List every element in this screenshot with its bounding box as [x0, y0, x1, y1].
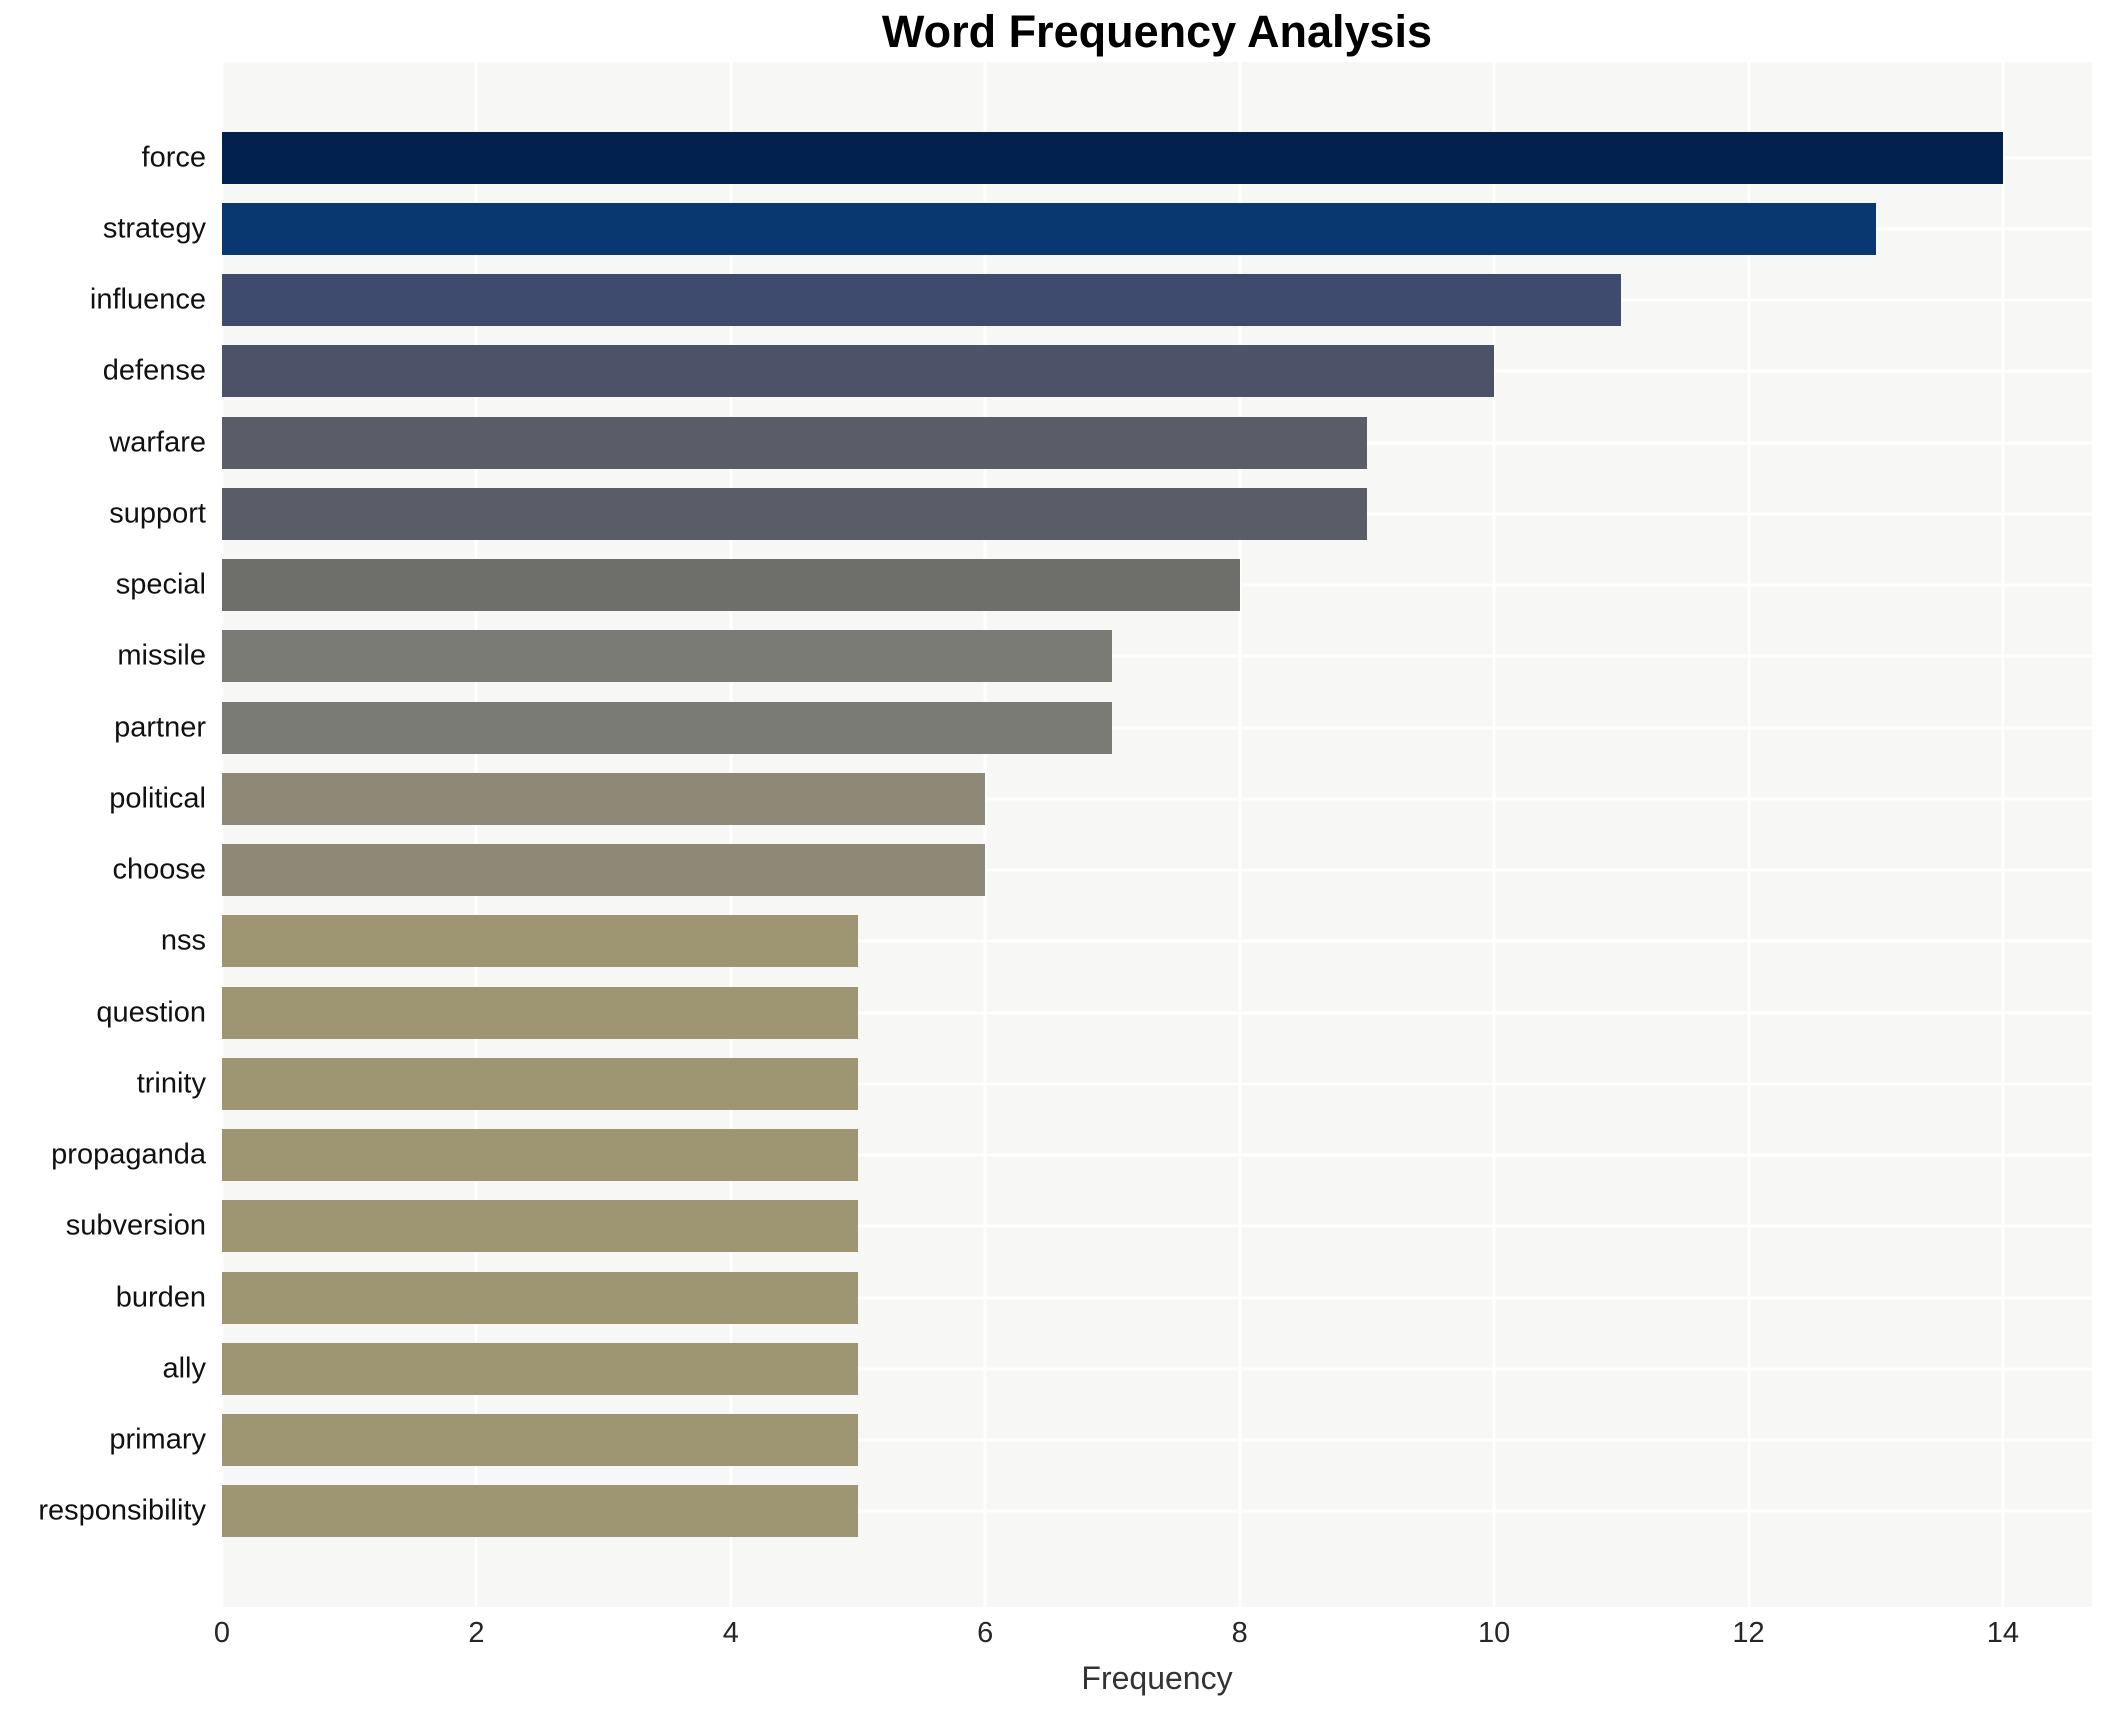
category-label: partner — [114, 711, 206, 744]
bar — [222, 1342, 859, 1395]
x-tick-label: 12 — [1732, 1617, 1765, 1649]
category-label: ally — [162, 1352, 206, 1385]
x-tick-label: 4 — [722, 1617, 739, 1649]
bar-row: burden — [116, 1262, 2092, 1333]
bar-row: missile — [117, 621, 2092, 692]
category-label: defense — [102, 354, 206, 387]
gridline-horizontal — [222, 1438, 2092, 1442]
category-label: primary — [109, 1423, 206, 1456]
gridline-horizontal — [222, 1082, 2092, 1086]
x-axis-ticks: 0 2 4 6 8 10 12 14 — [214, 1617, 2092, 1657]
gridline-horizontal — [222, 1153, 2092, 1157]
chart-title: Word Frequency Analysis — [881, 6, 1433, 57]
bar-row: primary — [109, 1405, 2092, 1476]
bar-row: choose — [112, 835, 2092, 906]
category-label: support — [109, 497, 206, 530]
gridline-vertical — [983, 62, 987, 1607]
gridline-horizontal — [222, 939, 2092, 943]
category-label: burden — [115, 1281, 206, 1314]
bar-row: political — [109, 763, 2092, 834]
bar — [222, 1200, 859, 1253]
bar — [222, 274, 1622, 327]
x-tick-label: 10 — [1477, 1617, 1511, 1649]
bar — [222, 1414, 859, 1467]
x-tick-label: 14 — [1986, 1617, 2020, 1649]
bar — [222, 131, 2003, 184]
bar-row: defense — [103, 336, 2092, 407]
bar-row: support — [109, 478, 2092, 549]
bar — [222, 915, 859, 968]
x-tick-label: 6 — [977, 1617, 994, 1649]
gridline-vertical — [1492, 62, 1496, 1607]
category-label: propaganda — [51, 1138, 206, 1171]
bar-row: influence — [90, 265, 2092, 336]
bar — [222, 487, 1367, 540]
bar — [222, 1129, 859, 1182]
category-label: subversion — [65, 1209, 206, 1242]
bar-row: subversion — [66, 1191, 2092, 1262]
bar-row: ally — [162, 1333, 2092, 1404]
bar — [222, 559, 1240, 612]
category-label: special — [115, 568, 206, 601]
bar-row: nss — [161, 906, 2092, 977]
bar — [222, 701, 1113, 754]
bar — [222, 772, 986, 825]
category-label: warfare — [109, 426, 206, 459]
category-label: strategy — [102, 212, 206, 245]
gridline-horizontal — [222, 868, 2092, 872]
bar-row: propaganda — [51, 1120, 2092, 1191]
gridline-vertical — [474, 62, 478, 1607]
gridline-horizontal — [222, 1367, 2092, 1371]
bar — [222, 1057, 859, 1110]
bar — [222, 630, 1113, 683]
gridline-horizontal — [222, 654, 2092, 658]
category-label: question — [96, 996, 206, 1029]
bar-row: trinity — [137, 1048, 2092, 1119]
gridline-vertical — [1747, 62, 1751, 1607]
bar — [222, 202, 1876, 255]
bar-row: strategy — [103, 193, 2092, 264]
x-tick-label: 0 — [213, 1617, 231, 1649]
bar — [222, 416, 1367, 469]
gridline-horizontal — [222, 797, 2092, 801]
bar — [222, 1485, 859, 1538]
bar-row: question — [96, 977, 2092, 1048]
bar-row: responsibility — [38, 1476, 2092, 1547]
bar-row: partner — [114, 692, 2092, 763]
x-tick-label: 8 — [1231, 1617, 1248, 1649]
gridline-horizontal — [222, 1011, 2092, 1015]
category-label: choose — [112, 853, 206, 886]
bar-row: special — [116, 550, 2092, 621]
x-tick-label: 2 — [468, 1617, 485, 1649]
category-label: force — [141, 141, 206, 174]
category-label: trinity — [136, 1067, 206, 1100]
x-axis-label: Frequency — [1081, 1660, 1233, 1696]
gridline-horizontal — [222, 726, 2092, 730]
bar — [222, 986, 859, 1039]
gridline-horizontal — [222, 1296, 2092, 1300]
gridline-vertical — [2001, 62, 2005, 1607]
bar — [222, 1271, 859, 1324]
plot-area: force strategy influence defense warfare supp… — [38, 62, 2092, 1607]
gridline-vertical — [729, 62, 733, 1607]
bar — [222, 844, 986, 897]
gridline-vertical — [1238, 62, 1242, 1607]
bar-row: force — [142, 122, 2092, 193]
category-label: missile — [117, 639, 206, 672]
bar-rows: force strategy influence defense warfare supp… — [38, 122, 2092, 1547]
gridline-vertical — [220, 62, 224, 1607]
category-label: responsibility — [38, 1494, 206, 1527]
category-label: influence — [89, 283, 206, 316]
category-label: political — [109, 782, 206, 815]
gridline-horizontal — [222, 1224, 2092, 1228]
bar-row: warfare — [109, 407, 2092, 478]
gridline-horizontal — [222, 1509, 2092, 1513]
category-label: nss — [160, 924, 206, 957]
bar — [222, 345, 1495, 398]
